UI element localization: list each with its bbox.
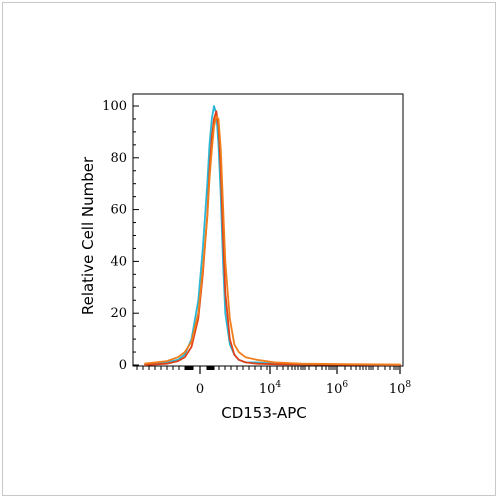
x-tick-label: 108 xyxy=(389,380,412,397)
x-axis-ticks: 0 104 106 108 xyxy=(136,366,412,397)
y-tick-label: 80 xyxy=(110,151,127,166)
series-line-1 xyxy=(144,105,401,366)
x-axis-label: CD153-APC xyxy=(221,404,307,422)
plot-area xyxy=(132,93,404,367)
series-line-2 xyxy=(144,110,401,366)
y-axis-label: Relative Cell Number xyxy=(79,156,97,315)
plot-frame xyxy=(132,93,404,367)
y-tick-label: 0 xyxy=(119,358,127,373)
y-tick-label: 40 xyxy=(110,254,127,269)
y-axis-ticks: 0 20 40 60 80 100 xyxy=(102,99,139,373)
y-tick-label: 20 xyxy=(110,306,127,321)
series-layer xyxy=(144,105,401,366)
y-tick-label: 100 xyxy=(102,99,127,114)
series-line-3 xyxy=(144,115,401,366)
x-tick-label: 104 xyxy=(259,380,282,397)
y-tick-label: 60 xyxy=(110,203,127,218)
x-tick-label: 106 xyxy=(326,380,349,397)
figure-frame xyxy=(2,2,496,496)
x-tick-label: 0 xyxy=(196,382,204,397)
